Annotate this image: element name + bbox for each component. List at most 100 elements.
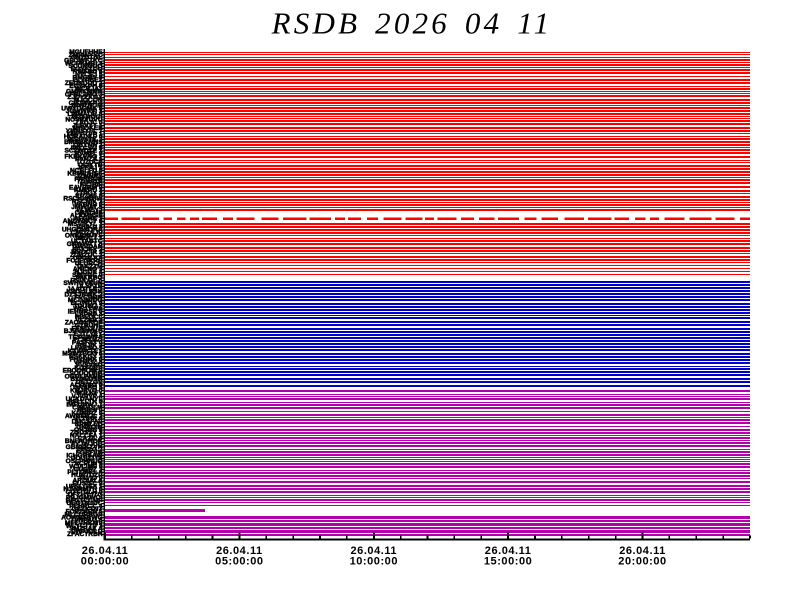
svg-text:HJGDE 4: HJGDE 4: [74, 269, 103, 276]
svg-text:GBRSKZVH: GBRSKZVH: [66, 444, 103, 451]
svg-text:HORADKP 0: HORADKP 0: [64, 134, 103, 141]
svg-text:RSCHIK 3: RSCHIK 3: [72, 199, 103, 206]
svg-text:EPOOFOW 9: EPOOFOW 9: [63, 368, 103, 375]
svg-text:RHJIK 2: RHJIK 2: [77, 342, 103, 349]
svg-text:ZTPGY 3: ZTPGY 3: [75, 190, 103, 197]
svg-text:NACCFA 1: NACCFA 1: [70, 433, 103, 440]
svg-text:ECIWDA 9: ECIWDA 9: [71, 300, 103, 307]
svg-text:UPGRJOI: UPGRJOI: [73, 255, 103, 262]
svg-text:00:00:00: 00:00:00: [81, 555, 129, 567]
svg-text:UOUIZTI 8: UOUIZTI 8: [71, 455, 103, 462]
svg-text:26.04.11: 26.04.11: [216, 545, 263, 557]
svg-text:MFIOKEE: MFIOKEE: [73, 125, 104, 132]
svg-text:JFEAJ 1: JFEAJ 1: [77, 165, 103, 172]
svg-text:DZSJBWK 2: DZSJBWK 2: [64, 292, 102, 299]
svg-text:SWVGC 0: SWVGC 0: [72, 272, 103, 279]
svg-text:ZGDSYY 3: ZGDSYY 3: [70, 430, 103, 437]
svg-text:ZJDYZKGY: ZJDYZKGY: [67, 94, 103, 101]
svg-text:EUSISC 8: EUSISC 8: [73, 481, 103, 488]
svg-text:KWSJLFSK: KWSJLFSK: [66, 289, 103, 296]
svg-text:TVNPAG 8: TVNPAG 8: [70, 517, 103, 524]
svg-text:WZFROGI: WZFROGI: [71, 114, 102, 121]
svg-text:ZEUNDDD 2: ZEUNDDD 2: [65, 80, 103, 87]
svg-text:WJAJMF 9: WJAJMF 9: [69, 464, 103, 471]
svg-text:FVSVNU: FVSVNU: [76, 362, 103, 369]
svg-text:WCRJAT: WCRJAT: [75, 86, 103, 93]
svg-text:FVJBIF: FVJBIF: [80, 182, 103, 189]
svg-text:JGWWFVI 3: JGWWFVI 3: [66, 108, 103, 115]
svg-text:OLIKTB: OLIKTB: [78, 162, 103, 169]
svg-text:MGUFHHE: MGUFHHE: [69, 49, 103, 56]
svg-text:KBMIUHSE: KBMIUHSE: [67, 170, 103, 177]
svg-text:KPMLEU: KPMLEU: [75, 421, 103, 428]
svg-text:IWLCSG 5: IWLCSG 5: [71, 145, 103, 152]
svg-text:GEOWFTKC: GEOWFTKC: [64, 58, 103, 65]
svg-text:KNEPU 2: KNEPU 2: [74, 187, 103, 194]
svg-text:NCBLFU 5: NCBLFU 5: [70, 167, 103, 174]
svg-text:20:00:00: 20:00:00: [618, 555, 666, 567]
svg-text:TDUWJ 2: TDUWJ 2: [74, 303, 103, 310]
svg-text:ANCNO 3: ANCNO 3: [73, 266, 103, 273]
svg-text:LFAESO 7: LFAESO 7: [71, 345, 103, 352]
svg-text:MJOCON: MJOCON: [74, 97, 103, 104]
svg-text:FRNBGH: FRNBGH: [74, 176, 102, 183]
svg-text:LWMADR 8: LWMADR 8: [67, 111, 102, 118]
svg-text:FKBKVNG 1: FKBKVNG 1: [64, 153, 102, 160]
svg-text:PASFAY 0: PASFAY 0: [72, 340, 103, 347]
svg-text:GNWWTT 5: GNWWTT 5: [67, 241, 103, 248]
svg-text:ANDWNCY 6: ANDWNCY 6: [63, 218, 103, 225]
svg-text:CFBLZMO 3: CFBLZMO 3: [65, 91, 103, 98]
svg-text:KZVFKTEY: KZVFKTEY: [68, 348, 103, 355]
svg-text:NSKKGY 3: NSKKGY 3: [69, 354, 103, 361]
svg-text:TAKZZM: TAKZZM: [76, 263, 103, 270]
svg-text:ZDBZUC 2: ZDBZUC 2: [70, 252, 103, 259]
svg-text:OBALHE: OBALHE: [75, 210, 103, 217]
svg-text:TOZUCF: TOZUCF: [76, 159, 103, 166]
svg-text:26.04.11: 26.04.11: [350, 545, 397, 557]
svg-text:GNZUTGL: GNZUTGL: [71, 55, 103, 62]
svg-text:ALKMHSE: ALKMHSE: [70, 213, 103, 220]
svg-text:FOJEGKRE: FOJEGKRE: [66, 258, 103, 265]
svg-text:JFIWIAT 5: JFIWIAT 5: [71, 204, 103, 211]
svg-text:HBESI 0: HBESI 0: [77, 407, 103, 414]
svg-text:26.04.11: 26.04.11: [485, 545, 532, 557]
svg-text:FESOJUA: FESOJUA: [71, 325, 102, 332]
svg-text:ICHGRSAW: ICHGRSAW: [66, 452, 103, 459]
svg-text:ULURCH: ULURCH: [75, 261, 103, 268]
svg-text:VJVPVP 4: VJVPVP 4: [72, 393, 103, 400]
svg-text:AFLLLTK 5: AFLLLTK 5: [68, 399, 103, 406]
svg-text:FYJWJUB: FYJWJUB: [71, 441, 103, 448]
svg-text:YMFPTVP 1: YMFPTVP 1: [66, 131, 103, 138]
svg-text:BNFPGROK: BNFPGROK: [65, 438, 103, 445]
svg-text:WCPKMBI 3: WCPKMBI 3: [65, 60, 103, 67]
svg-text:AFGHK 1: AFGHK 1: [74, 215, 103, 222]
svg-text:KIZFUEP: KIZFUEP: [74, 365, 103, 372]
svg-text:ULSFZR: ULSFZR: [77, 283, 103, 290]
svg-text:COTTULH 0: COTTULH 0: [66, 489, 103, 496]
svg-text:VPMGZ 8: VPMGZ 8: [74, 359, 103, 366]
svg-text:SMZEAK 4: SMZEAK 4: [69, 526, 103, 533]
svg-text:ZAOGVROP: ZAOGVROP: [65, 320, 103, 327]
svg-text:IMFUHWJ 7: IMFUHWJ 7: [66, 402, 103, 409]
svg-text:RWFBD 6: RWFBD 6: [73, 69, 103, 76]
svg-text:FGEFVN: FGEFVN: [76, 449, 103, 456]
svg-text:EAVBRM 9: EAVBRM 9: [69, 184, 103, 191]
svg-text:BHIKU 4: BHIKU 4: [76, 224, 103, 231]
svg-text:EPZHF 8: EPZHF 8: [75, 193, 102, 200]
svg-text:OGDLPAMN: OGDLPAMN: [65, 373, 103, 380]
svg-text:FOEZHEN 5: FOEZHEN 5: [66, 509, 103, 516]
svg-text:BJBVBWH 5: BJBVBWH 5: [64, 328, 103, 335]
svg-text:OSLPHRUD: OSLPHRUD: [66, 458, 103, 465]
svg-text:HURTDZP: HURTDZP: [71, 472, 103, 479]
svg-text:IEHNRSE 6: IEHNRSE 6: [68, 308, 103, 315]
svg-text:JMKRBO: JMKRBO: [74, 275, 103, 282]
svg-text:GWVDAN: GWVDAN: [73, 244, 103, 251]
svg-text:KGMIPZ 9: KGMIPZ 9: [71, 410, 102, 417]
svg-text:NJWRMTR 0: NJWRMTR 0: [63, 486, 103, 493]
svg-text:JNWUFJM: JNWUFJM: [70, 103, 103, 110]
svg-text:ZADJC 0: ZADJC 0: [75, 120, 103, 127]
svg-text:FEYJFY 2: FEYJFY 2: [72, 246, 103, 253]
svg-text:AOWNSBWG: AOWNSBWG: [61, 514, 102, 521]
svg-text:OBYNH 2: OBYNH 2: [73, 142, 103, 149]
svg-text:ZFACTRBR: ZFACTRBR: [67, 531, 103, 538]
